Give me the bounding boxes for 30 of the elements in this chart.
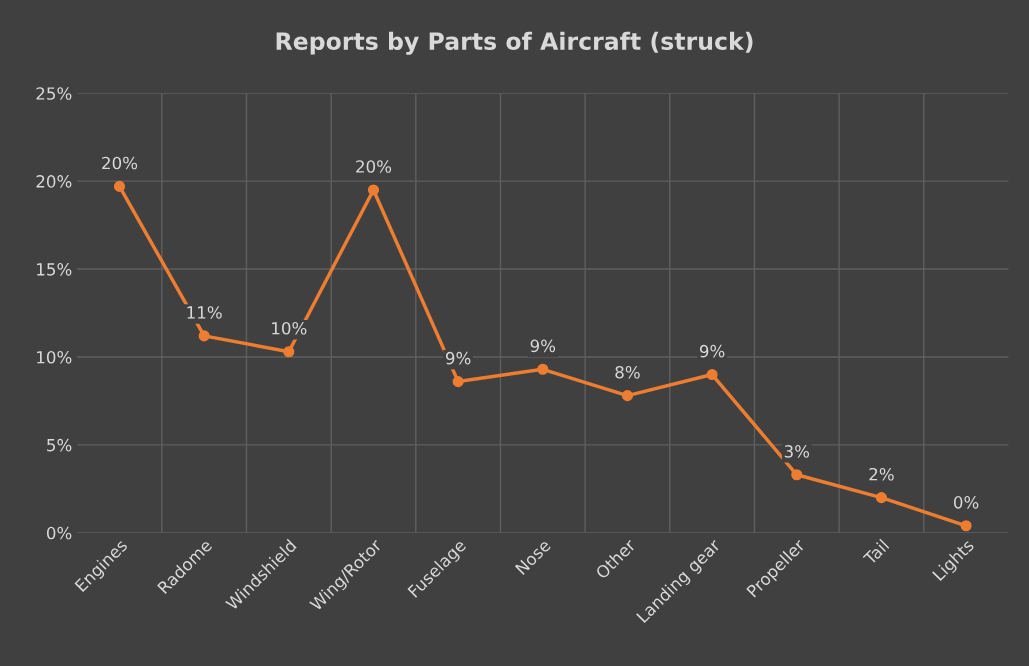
data-label: 0% [953,496,979,509]
y-tick-label: 5% [47,438,72,452]
x-tick-label: Tail [862,538,890,566]
data-label: 9% [699,344,725,358]
data-label: 3% [784,445,810,458]
point [452,376,464,388]
y-tick-label: 15% [37,263,72,276]
data-label: 20% [102,156,138,170]
chart-title: Reports by Parts of Aircraft (struck) [276,31,753,55]
point [367,184,380,196]
point [113,180,126,192]
point [621,390,634,402]
data-label: 11% [187,306,222,319]
data-label: 2% [869,467,894,481]
y-tick-label: 10% [37,350,72,364]
point [283,346,295,358]
y-tick-label: 25% [36,87,72,100]
point [537,363,549,375]
point [875,492,887,504]
data-label: 20% [356,160,392,173]
data-label: 8% [615,365,640,379]
y-tick-label: 20% [36,175,72,188]
data-label: 9% [530,339,556,353]
data-label: 9% [445,351,471,365]
point [960,520,972,532]
data-label: 10% [272,321,307,335]
point [791,469,803,481]
point [706,369,718,381]
point [198,330,210,342]
y-tick-label: 0% [46,526,72,540]
